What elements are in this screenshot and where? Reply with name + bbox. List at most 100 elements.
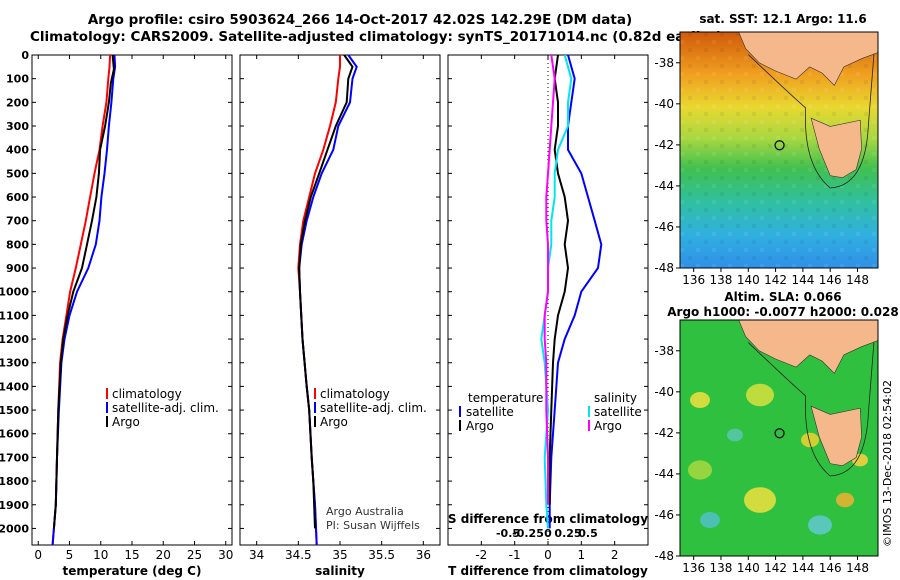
sla-anomaly [690,392,710,408]
profile-panel-2: 34 34.5 35 35.5 36 salinity climatologysatelli… [239,54,441,578]
x-tick-label: 35.5 [368,548,395,562]
sla-anomaly [801,432,819,448]
lon-tick-label: 144 [791,561,814,575]
y-tick-label: 800 [6,238,29,251]
y-tick-label: 600 [6,191,29,204]
y-tick-label: 1400 [0,380,29,393]
lat-tick-label: -38 [654,56,674,70]
y-tick-label: 1500 [0,404,29,417]
y-tick-label: 700 [6,215,29,228]
y-tick-label: 1000 [0,286,29,299]
x2-tick-label: 0.25 [554,527,581,540]
lon-tick-label: 148 [846,273,869,287]
profile-panel-1: 0100200300400500600700800900100011001200… [0,49,233,578]
sla-anomaly [746,383,774,407]
lat-tick-label: -42 [654,138,674,152]
x-tick-label: -1 [509,548,521,562]
legend-label: satellite-adj. clim. [112,401,219,415]
lon-tick-label: 142 [764,561,787,575]
y-tick-label: 400 [6,144,29,157]
x-tick-label: 34.5 [285,548,312,562]
y-tick-label: 1200 [0,333,29,346]
y-tick-label: 900 [6,262,29,275]
x-tick-label: -2 [475,548,487,562]
series-line [298,54,354,529]
x-tick-label: 10 [93,548,108,562]
lon-tick-label: 142 [764,273,787,287]
sla-anomaly [727,428,743,442]
legend-label: temperature [468,391,543,405]
argo-location-marker [774,140,785,151]
y-tick-label: 1300 [0,357,29,370]
shelf-contour [748,342,875,477]
x-tick-label: 0 [544,548,552,562]
lon-tick-label: 146 [819,561,842,575]
x2-tick-label: -0.5 [496,527,520,540]
panel-frame [31,54,233,546]
legend-label: satellite [466,405,514,419]
tasmania-landmass [810,405,862,467]
annotation-label: Argo Australia [326,505,404,518]
legend-label: Argo [112,415,140,429]
legend-label: climatology [320,387,390,401]
sla-anomaly [700,512,720,528]
x-axis-label: T difference from climatology [448,564,648,578]
x-tick-label: 30 [218,548,233,562]
profile-panel-3: -2 -1 0 1 2 T difference from climatology -0.5… [447,54,649,578]
map-panel-1: -38 -40 -42 -44 -46 -48 136 138 140 142 144 146 148 s… [654,12,879,287]
lon-tick-label: 136 [682,561,705,575]
y-tick-label: 1600 [0,428,29,441]
legend-label: satellite-adj. clim. [320,401,427,415]
legend-label: climatology [112,387,182,401]
x-tick-label: 2 [611,548,619,562]
lat-tick-label: -46 [654,220,674,234]
lat-tick-label: -40 [654,97,674,111]
timestamp-label: ©IMOS 13-Dec-2018 02:54:02 [881,380,894,547]
series-line [543,54,556,505]
shelf-contour [748,54,875,189]
legend-label: Argo [594,419,622,433]
panel-frame [239,54,441,546]
map-title: Altim. SLA: 0.066 [724,290,841,304]
x-tick-label: 5 [66,548,74,562]
lon-tick-label: 144 [791,273,814,287]
lon-tick-label: 138 [710,561,733,575]
legend-label: salinity [594,391,637,405]
x-axis-label: salinity [315,564,365,578]
series-line [548,54,570,505]
lon-tick-label: 136 [682,273,705,287]
y-tick-label: 1900 [0,499,29,512]
x2-tick-label: 0.5 [578,527,598,540]
map-title: sat. SST: 12.1 Argo: 11.6 [699,12,866,26]
lat-tick-label: -48 [654,261,674,275]
map-frame [679,319,879,557]
y-tick-label: 1700 [0,451,29,464]
lon-tick-label: 146 [819,273,842,287]
figure-subtitle: Climatology: CARS2009. Satellite-adjuste… [30,29,723,45]
y-tick-label: 200 [6,96,29,109]
mainland-landmass [680,31,879,86]
y-tick-label: 1800 [0,475,29,488]
sla-anomaly [808,515,832,535]
lat-tick-label: -40 [654,385,674,399]
annotation-label: PI: Susan Wijffels [326,519,420,532]
x-tick-label: 15 [124,548,139,562]
lon-tick-label: 148 [846,561,869,575]
lon-tick-label: 140 [737,561,760,575]
lat-tick-label: -48 [654,549,674,563]
tasmania-landmass [810,117,862,179]
legend-label: Argo [466,419,494,433]
y-tick-label: 300 [6,120,29,133]
lat-tick-label: -44 [654,179,674,193]
x-tick-label: 20 [156,548,171,562]
x-axis-label: temperature (deg C) [63,564,202,578]
sla-anomaly [688,460,712,480]
legend-label: Argo [320,415,348,429]
legend-label: satellite [594,405,642,419]
lat-tick-label: -42 [654,426,674,440]
y-tick-label: 100 [6,73,29,86]
map-panel-2: -38 -40 -42 -44 -46 -48 136 138 140 142 144 146 148 A… [654,290,898,575]
lat-tick-label: -46 [654,508,674,522]
sla-anomaly [836,492,854,508]
